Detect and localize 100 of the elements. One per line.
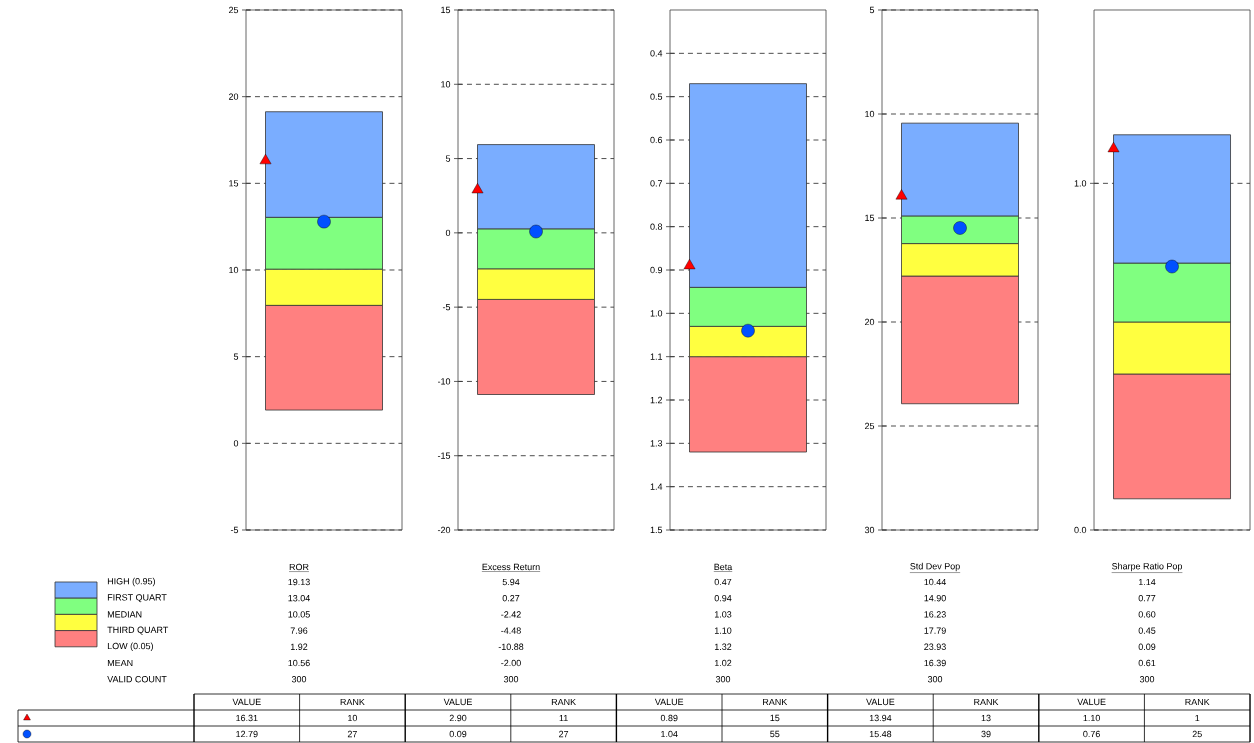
y-tick-label: -5 [230, 526, 239, 534]
y-tick-label: 20 [864, 318, 875, 326]
text: 300 [1139, 676, 1155, 683]
text: 0.60 [1138, 611, 1156, 618]
text: RANK [763, 698, 788, 706]
text: RANK [551, 698, 576, 706]
text: LOW (0.05) [107, 642, 153, 651]
text: 19.13 [288, 578, 310, 586]
text: 16.23 [924, 611, 946, 618]
text: -10.88 [498, 643, 524, 650]
y-tick-label: 0.5 [650, 93, 663, 100]
text: 55 [770, 730, 780, 738]
text: 1.92 [290, 643, 308, 650]
text: 0.45 [1138, 627, 1156, 634]
text: 16.39 [924, 659, 946, 667]
y-tick-label: 10 [229, 266, 239, 274]
text: 300 [715, 676, 731, 683]
text: 0.89 [660, 714, 678, 722]
text: VALUE [1077, 698, 1106, 706]
text: 1 [1195, 714, 1200, 722]
y-tick-label: 30 [864, 526, 875, 534]
text: 15.48 [869, 730, 892, 738]
text: FIRST QUART [107, 594, 167, 603]
y-tick-label: 0.8 [650, 223, 663, 230]
y-tick-label: 0.7 [650, 180, 663, 187]
text: 13.04 [288, 595, 310, 602]
x-axis-title: Excess Return [482, 563, 540, 571]
text: RANK [974, 698, 999, 706]
y-tick-label: 5 [445, 155, 451, 162]
text: 5.94 [502, 578, 520, 586]
text: 300 [291, 676, 307, 683]
text: 10.56 [288, 659, 310, 667]
text: 14.90 [924, 595, 946, 602]
text: 0.77 [1138, 595, 1156, 602]
y-tick-label: 1.1 [650, 353, 663, 360]
y-tick-label: 25 [228, 6, 239, 14]
y-tick-label: 1.0 [650, 310, 663, 317]
x-axis-title: Std Dev Pop [910, 562, 960, 572]
text: RANK [1185, 698, 1210, 706]
y-tick-label: 0.4 [650, 50, 663, 57]
x-axis-title: Sharpe Ratio Pop [1112, 562, 1183, 572]
text: 25 [1192, 730, 1202, 738]
y-tick-label: 10 [441, 81, 451, 88]
x-axis-title: ROR [289, 563, 309, 571]
text: 10.05 [288, 611, 310, 618]
y-tick-label: 25 [864, 422, 875, 430]
y-tick-label: -10 [437, 378, 451, 385]
text: 0.47 [714, 578, 732, 586]
text: 10 [348, 714, 358, 722]
y-tick-label: 1.2 [650, 396, 663, 404]
text: -2.42 [501, 611, 521, 618]
text: 17.79 [924, 627, 946, 634]
text: HIGH (0.95) [107, 577, 155, 587]
y-tick-label: 15 [441, 6, 451, 14]
text: 16.31 [236, 714, 258, 722]
y-tick-label: 0.0 [1074, 526, 1087, 534]
text: VALUE [232, 698, 261, 706]
y-tick-label: 1.5 [650, 526, 663, 534]
text: 11 [559, 714, 568, 722]
text: 23.93 [924, 643, 946, 650]
text: 1.03 [714, 611, 732, 618]
text: 13.94 [869, 714, 892, 722]
text: 1.10 [1083, 714, 1100, 722]
text: 0.09 [449, 730, 467, 738]
text: 0.61 [1138, 659, 1156, 667]
text: -4.48 [501, 627, 521, 634]
y-tick-label: 5 [869, 6, 875, 14]
text: 39 [981, 730, 991, 738]
text: 15 [770, 714, 780, 722]
y-tick-label: 5 [233, 353, 239, 360]
text: 0.09 [1138, 643, 1156, 650]
text: VALID COUNT [107, 676, 167, 683]
text: 1.32 [714, 643, 732, 650]
text: -2.00 [501, 659, 521, 667]
text: 1.02 [714, 659, 732, 667]
text: 1.10 [714, 627, 732, 634]
y-tick-label: 0.6 [650, 136, 663, 144]
text: 1.14 [1138, 578, 1156, 586]
y-tick-label: 1.0 [1074, 180, 1087, 187]
text: 7.96 [290, 627, 308, 634]
text: 0.94 [714, 595, 732, 602]
text: 1.04 [661, 730, 678, 738]
y-tick-label: 15 [229, 180, 239, 187]
text: 27 [559, 730, 569, 738]
x-axis-title: Beta [714, 563, 733, 571]
text: 300 [503, 676, 519, 683]
y-tick-label: -20 [437, 526, 451, 534]
y-tick-label: -5 [442, 304, 451, 311]
y-tick-label: 0 [445, 229, 451, 237]
text: 10.44 [924, 578, 946, 586]
text: 2.90 [449, 714, 467, 722]
y-tick-label: 1.4 [650, 483, 663, 490]
text: RANK [340, 698, 365, 706]
text: VALUE [443, 698, 472, 706]
text: MEAN [107, 659, 133, 667]
y-tick-label: 0 [233, 440, 239, 447]
text: 0.27 [502, 595, 520, 602]
y-tick-label: -15 [437, 452, 451, 459]
text: 27 [347, 730, 357, 738]
text: VALUE [654, 698, 684, 706]
